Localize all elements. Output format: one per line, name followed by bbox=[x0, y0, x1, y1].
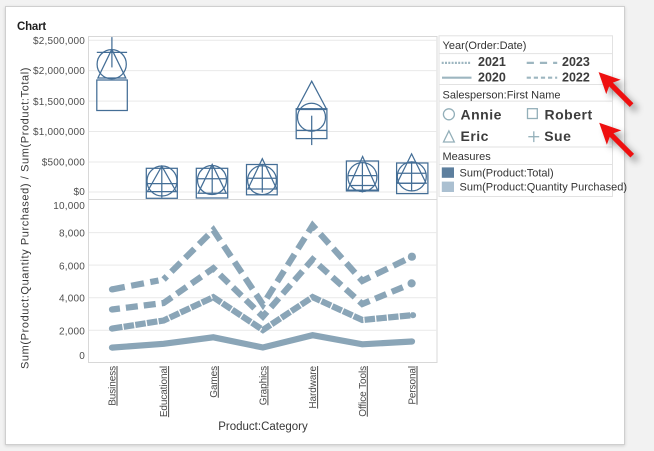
svg-text:Robert: Robert bbox=[545, 106, 593, 122]
svg-text:Hardware: Hardware bbox=[308, 365, 319, 408]
svg-text:Educational: Educational bbox=[159, 366, 170, 417]
svg-text:2021: 2021 bbox=[478, 55, 506, 69]
svg-text:Games: Games bbox=[209, 366, 220, 398]
svg-text:2020: 2020 bbox=[478, 70, 506, 84]
svg-text:Sum(Product:Quantity Purchased: Sum(Product:Quantity Purchased) bbox=[460, 181, 628, 193]
svg-text:0: 0 bbox=[79, 351, 85, 362]
svg-text:Chart: Chart bbox=[17, 21, 46, 33]
svg-text:Sum(Product:Total): Sum(Product:Total) bbox=[460, 168, 554, 180]
svg-text:Eric: Eric bbox=[461, 128, 489, 144]
svg-text:Sum(Product:Quantity Purchased: Sum(Product:Quantity Purchased) / Sum(Pr… bbox=[20, 67, 32, 369]
svg-text:$500,000: $500,000 bbox=[42, 158, 86, 169]
svg-text:8,000: 8,000 bbox=[59, 229, 85, 240]
svg-text:$0: $0 bbox=[73, 187, 85, 198]
svg-text:6,000: 6,000 bbox=[59, 261, 85, 272]
svg-text:2023: 2023 bbox=[562, 55, 590, 69]
svg-text:$2,500,000: $2,500,000 bbox=[33, 36, 85, 47]
svg-text:Graphics: Graphics bbox=[258, 366, 269, 405]
svg-text:$2,000,000: $2,000,000 bbox=[33, 66, 85, 77]
svg-text:$1,000,000: $1,000,000 bbox=[33, 127, 85, 138]
svg-text:Annie: Annie bbox=[461, 106, 502, 122]
svg-text:2,000: 2,000 bbox=[59, 326, 85, 337]
svg-text:Product:Category: Product:Category bbox=[218, 421, 308, 433]
svg-text:$1,500,000: $1,500,000 bbox=[33, 97, 85, 108]
svg-text:Sue: Sue bbox=[544, 128, 571, 144]
svg-text:10,000: 10,000 bbox=[53, 201, 85, 212]
svg-text:Office Tools: Office Tools bbox=[358, 366, 369, 417]
svg-text:Measures: Measures bbox=[443, 151, 492, 163]
svg-text:2022: 2022 bbox=[562, 70, 590, 84]
svg-text:Business: Business bbox=[108, 366, 119, 406]
svg-text:4,000: 4,000 bbox=[59, 294, 85, 305]
svg-text:Salesperson:First Name: Salesperson:First Name bbox=[443, 89, 561, 101]
svg-text:Year(Order:Date): Year(Order:Date) bbox=[443, 40, 527, 52]
svg-text:Personal: Personal bbox=[408, 366, 419, 405]
